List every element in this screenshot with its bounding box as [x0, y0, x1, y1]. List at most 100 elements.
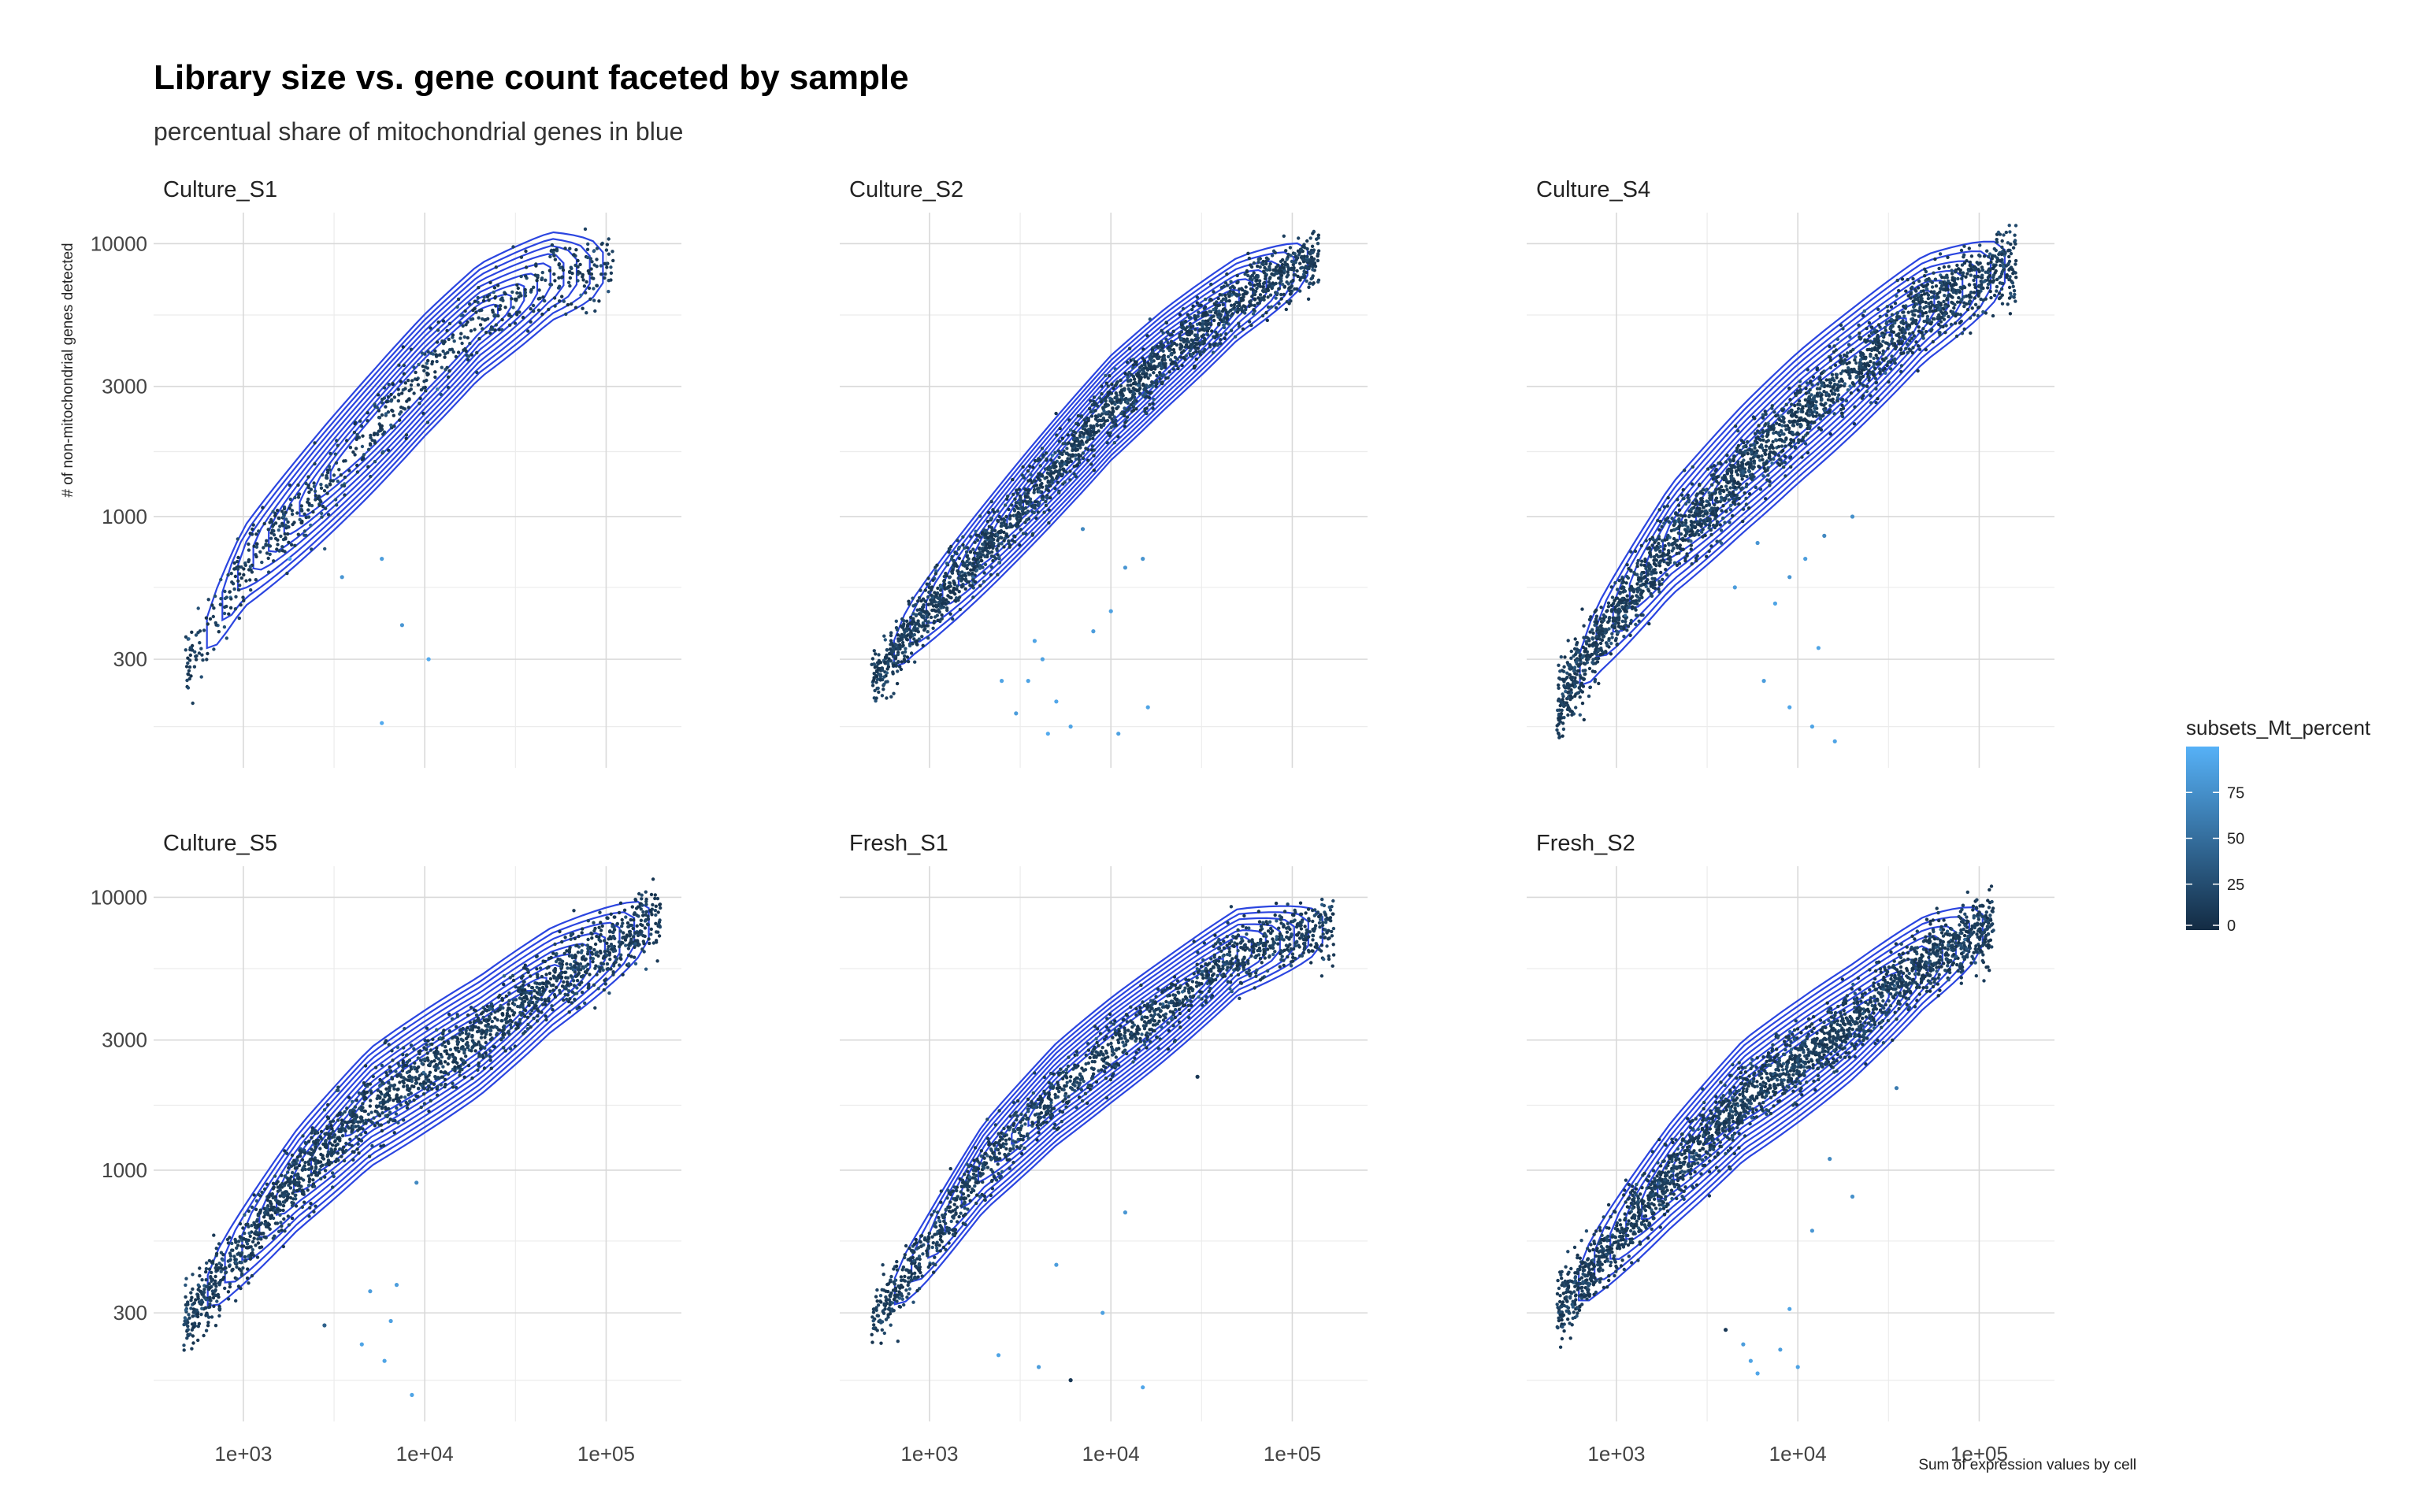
data-point: [588, 297, 592, 301]
data-point: [1895, 278, 1899, 283]
data-point: [249, 588, 253, 592]
data-point: [1724, 510, 1728, 513]
data-point: [377, 409, 381, 413]
data-point: [1026, 479, 1030, 483]
data-point: [1895, 311, 1899, 315]
data-point: [1789, 445, 1794, 449]
data-point: [399, 380, 403, 384]
data-point: [1030, 533, 1034, 537]
data-point: [872, 676, 876, 680]
data-point: [430, 360, 435, 364]
data-point: [1295, 269, 1299, 273]
data-point: [1615, 642, 1620, 647]
data-point: [1264, 256, 1269, 260]
data-point: [1149, 367, 1153, 372]
data-point: [1933, 277, 1938, 281]
data-point: [1078, 431, 1082, 435]
data-point: [1583, 662, 1587, 666]
data-point: [1101, 423, 1106, 428]
data-point: [1171, 348, 1176, 352]
data-point: [1182, 326, 1186, 331]
data-point: [1749, 462, 1753, 466]
data-point: [1018, 543, 1022, 547]
data-point: [281, 515, 286, 519]
data-point: [1611, 619, 1615, 623]
data-point: [1305, 270, 1308, 275]
data-point: [1092, 448, 1096, 452]
data-point: [1222, 323, 1226, 328]
data-point: [1798, 380, 1802, 384]
data-point: [1969, 273, 1973, 277]
data-point: [1053, 461, 1057, 465]
data-point: [1959, 248, 1964, 253]
data-point: [254, 532, 258, 536]
data-point: [313, 461, 317, 466]
data-point: [592, 298, 596, 302]
data-point: [214, 623, 218, 627]
data-point: [1865, 326, 1869, 331]
data-point: [999, 530, 1003, 534]
data-point: [1077, 443, 1081, 447]
data-point: [251, 527, 254, 532]
data-point: [1893, 321, 1897, 325]
data-point: [347, 469, 351, 472]
data-point: [1178, 355, 1183, 359]
data-point: [286, 532, 290, 536]
data-point: [1628, 633, 1632, 637]
data-point: [552, 254, 556, 258]
data-point: [1701, 487, 1706, 491]
data-point: [1902, 314, 1906, 318]
data-point: [1149, 352, 1153, 356]
data-point: [915, 639, 919, 643]
data-point: [242, 598, 246, 602]
data-point: [908, 635, 913, 639]
data-point: [302, 533, 306, 537]
data-point: [1911, 331, 1915, 335]
data-point: [380, 401, 384, 405]
data-point: [439, 392, 443, 397]
data-point: [922, 610, 926, 613]
data-point: [1119, 389, 1124, 393]
data-point: [1912, 305, 1916, 309]
data-point: [1099, 423, 1103, 428]
data-point: [585, 255, 590, 260]
data-point: [889, 695, 893, 699]
data-point: [339, 473, 343, 477]
data-point: [1246, 251, 1250, 255]
data-point: [306, 497, 310, 502]
data-point: [1999, 275, 2002, 279]
data-point: [378, 428, 383, 432]
data-point: [1145, 368, 1150, 372]
data-point: [1835, 398, 1839, 403]
data-point: [1860, 396, 1864, 400]
data-point: [1610, 636, 1614, 639]
data-point: [1676, 503, 1681, 507]
data-point: [1253, 303, 1256, 308]
data-point: [534, 262, 538, 266]
data-point: [1013, 535, 1017, 539]
data-point: [1194, 357, 1199, 361]
data-point: [283, 532, 287, 536]
data-point: [1178, 313, 1182, 317]
data-point: [476, 295, 480, 300]
data-point: [1917, 325, 1921, 329]
data-point: [1141, 356, 1145, 360]
data-point: [237, 587, 241, 592]
data-point: [876, 686, 880, 691]
data-point: [325, 491, 329, 495]
data-point: [1015, 506, 1020, 510]
data-point: [1123, 421, 1127, 424]
data-point: [1151, 406, 1155, 410]
data-point: [1733, 424, 1738, 428]
data-point: [540, 270, 544, 275]
data-point: [965, 566, 969, 570]
data-point: [1986, 286, 1990, 290]
data-point: [965, 559, 969, 564]
data-point: [1909, 296, 1913, 300]
data-point: [1280, 262, 1285, 267]
data-point: [223, 605, 227, 610]
outlier-point: [1000, 679, 1004, 684]
data-point: [584, 291, 588, 295]
data-point: [1798, 384, 1802, 388]
data-point: [1113, 367, 1117, 371]
